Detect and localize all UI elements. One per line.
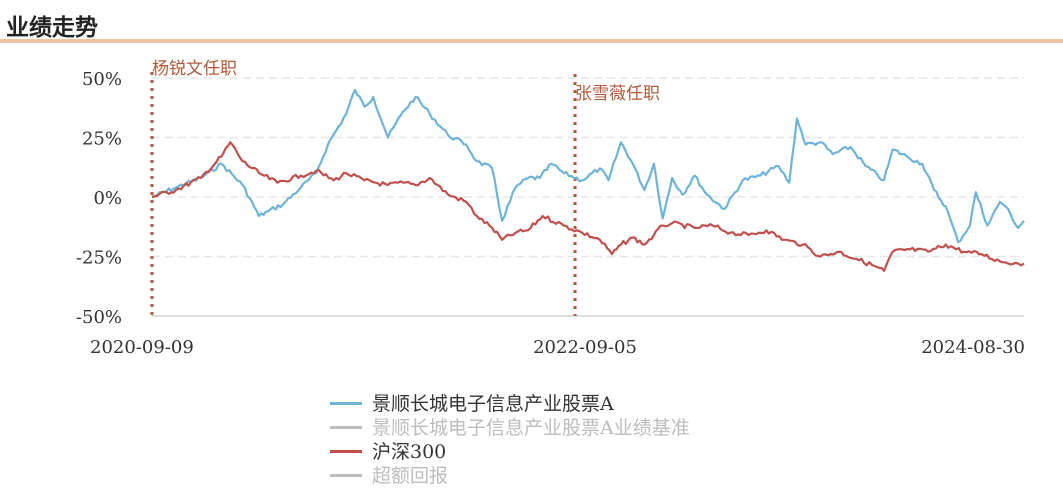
legend-label: 景顺长城电子信息产业股票A — [372, 393, 614, 415]
legend-label: 超额回报 — [372, 465, 449, 487]
manager-marker-label: 杨锐文任职 — [152, 59, 237, 79]
legend-swatch — [330, 426, 362, 429]
series-line — [151, 88, 1025, 244]
legend-label: 景顺长城电子信息产业股票A业绩基准 — [372, 417, 690, 439]
legend-label: 沪深300 — [372, 441, 447, 463]
legend-swatch — [330, 474, 362, 477]
performance-line-chart: 50% 25% 0% -25% -50% 2020-09-09 2022-09-05 2024… — [76, 59, 1025, 358]
series-line — [151, 141, 1025, 272]
x-tick-label: 2020-09-09 — [90, 337, 194, 358]
y-tick-label: -50% — [76, 307, 122, 328]
x-tick-label: 2022-09-05 — [533, 337, 637, 358]
y-tick-label: 50% — [82, 69, 122, 90]
y-tick-label: -25% — [76, 248, 122, 269]
manager-marker-label: 张雪薇任职 — [575, 84, 660, 104]
y-tick-label: 25% — [82, 129, 122, 150]
legend-swatch — [330, 402, 362, 405]
header-divider — [0, 39, 1063, 43]
section-header: 业绩走势 — [0, 0, 1063, 44]
legend-swatch — [330, 450, 362, 453]
x-tick-label: 2024-08-30 — [921, 337, 1025, 358]
y-tick-label: 0% — [93, 188, 122, 209]
section-title: 业绩走势 — [6, 15, 98, 41]
